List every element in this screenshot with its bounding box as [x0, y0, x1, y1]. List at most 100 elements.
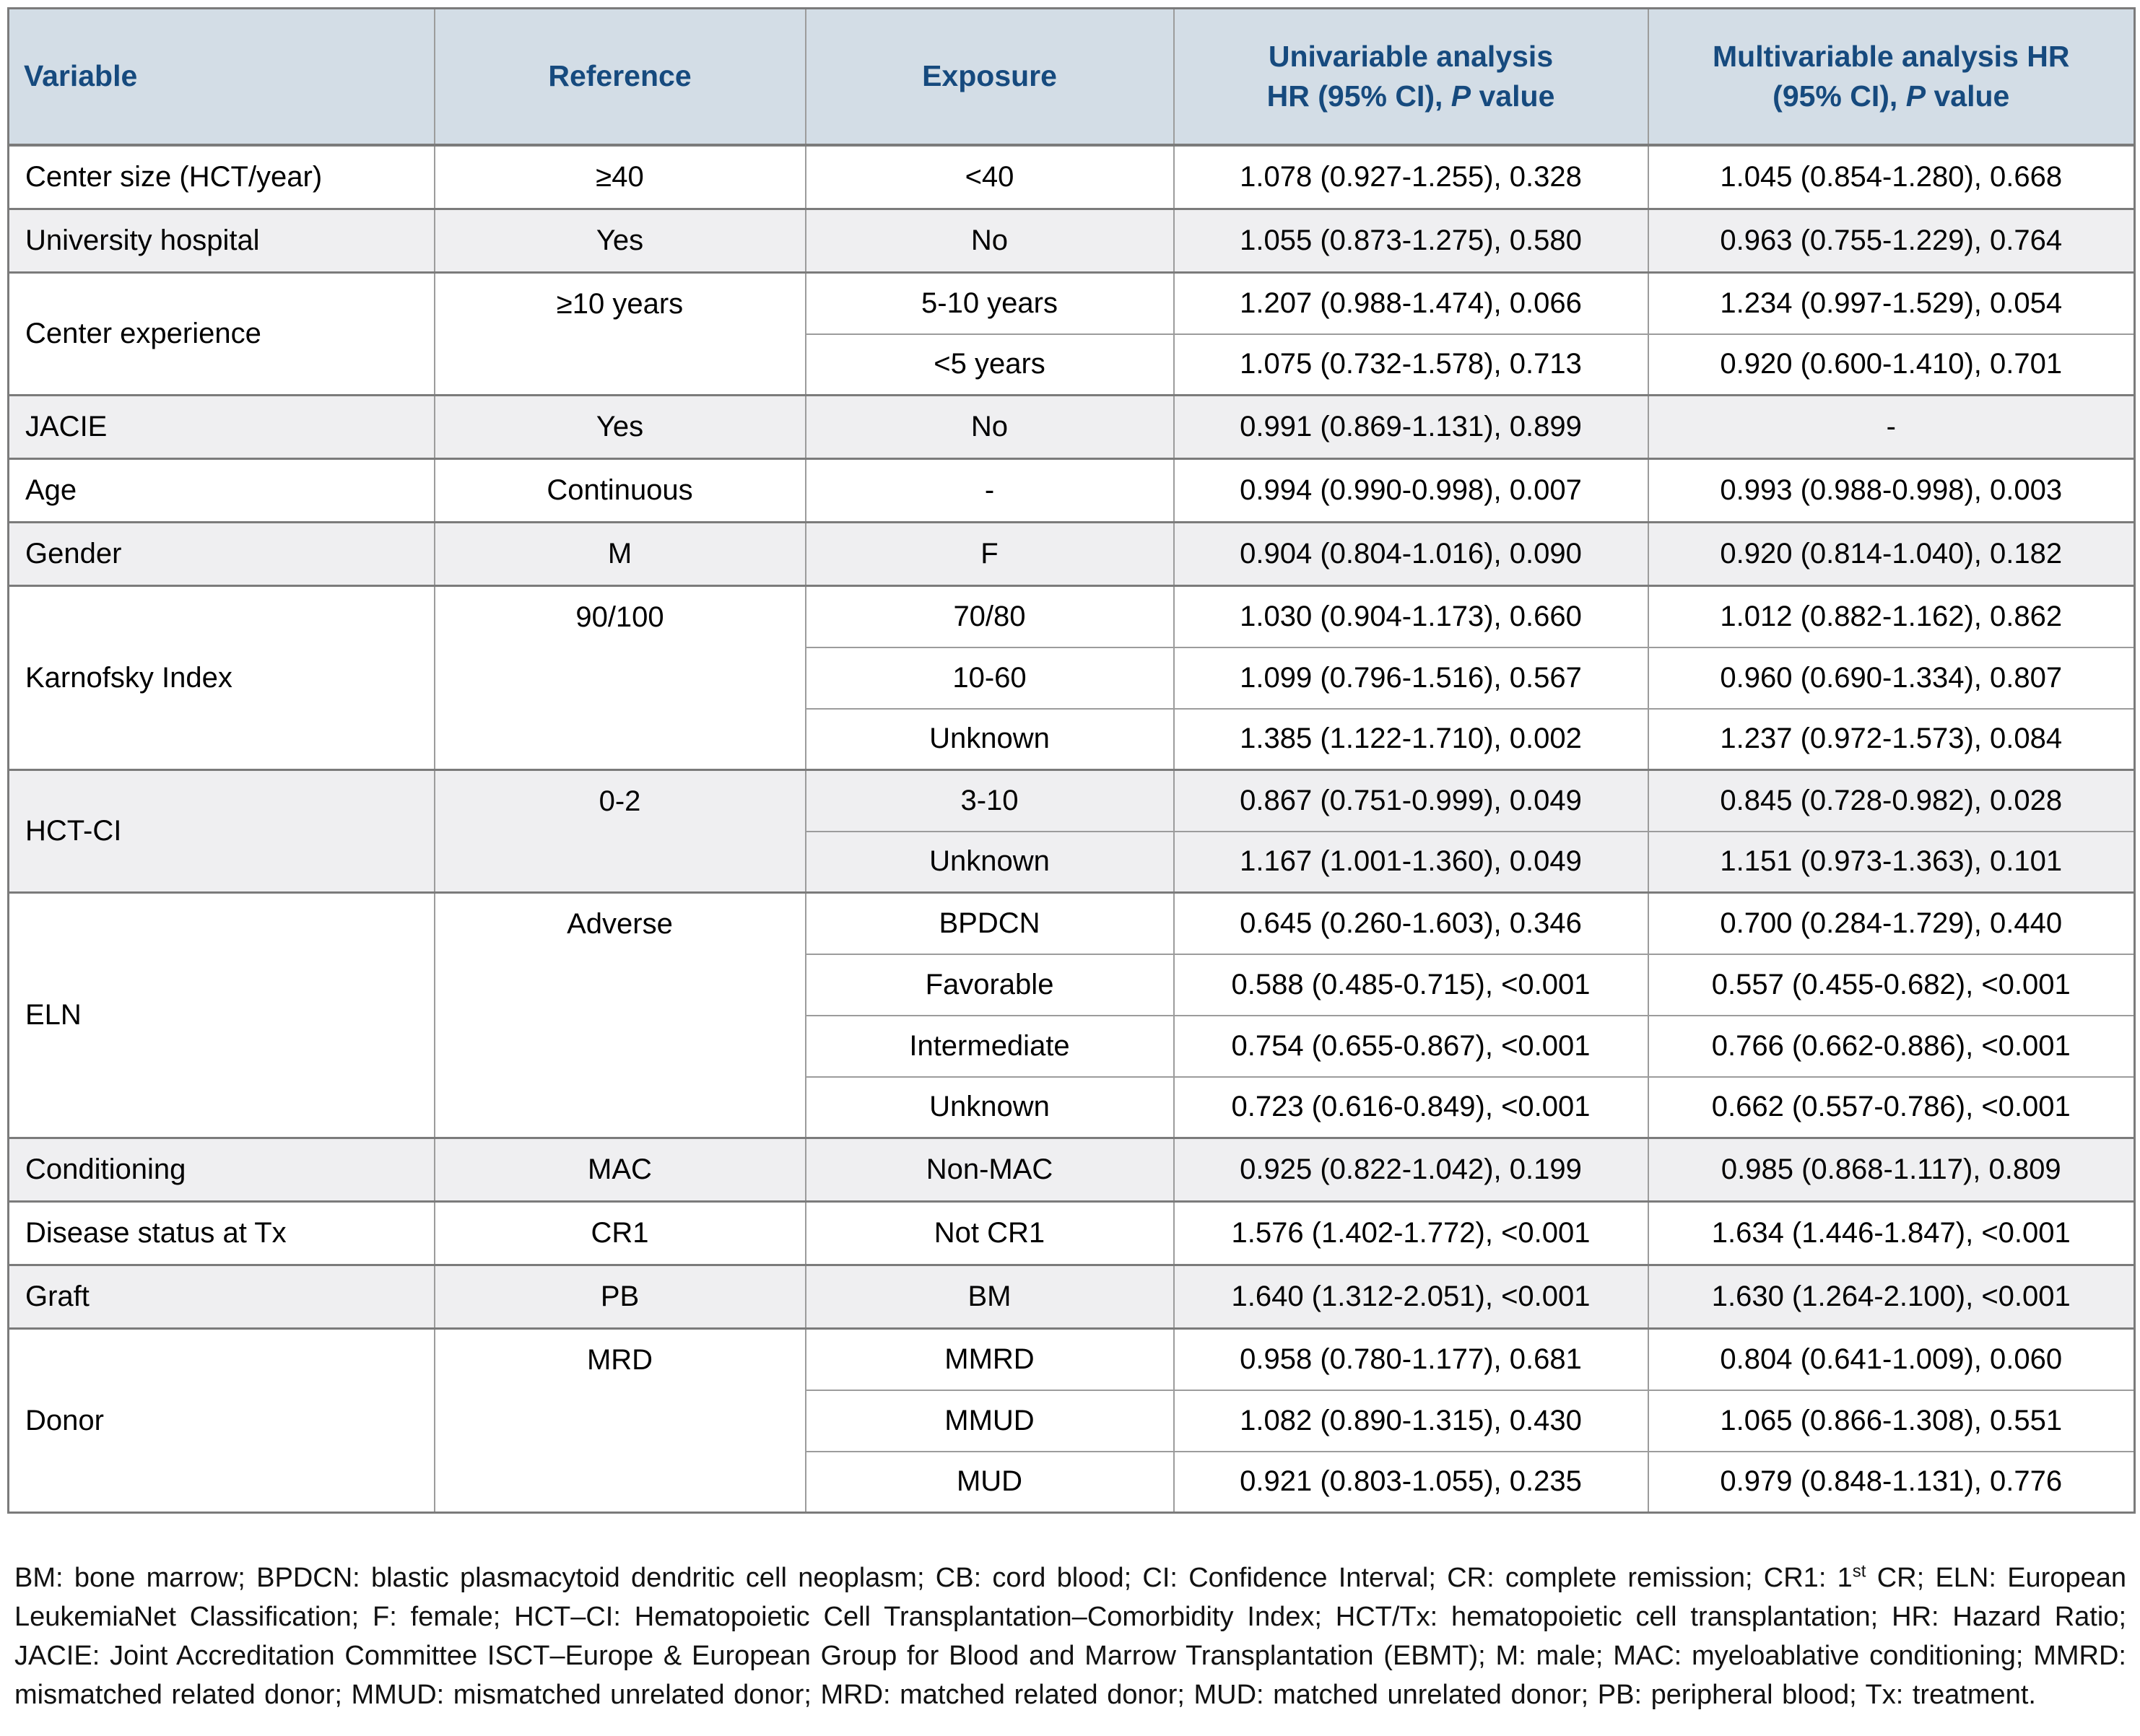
table-row: MUD 0.921 (0.803-1.055), 0.235 0.979 (0.…	[9, 1450, 2136, 1514]
cell-multivariable: 0.662 (0.557-0.786), <0.001	[1647, 1076, 2136, 1139]
cell-multivariable: 1.234 (0.997-1.529), 0.054	[1647, 271, 2136, 335]
cell-reference: MRD	[433, 1327, 806, 1514]
univariable-header-line2: HR (95% CI),	[1266, 79, 1451, 113]
cell-reference: Yes	[433, 394, 806, 460]
col-header-univariable: Univariable analysis HR (95% CI), P valu…	[1173, 7, 1649, 147]
cell-univariable: 1.576 (1.402-1.772), <0.001	[1173, 1200, 1649, 1266]
cell-exposure: -	[804, 458, 1175, 523]
cell-multivariable: 1.634 (1.446-1.847), <0.001	[1647, 1200, 2136, 1266]
cell-reference: PB	[433, 1264, 806, 1330]
cell-exposure: 10-60	[804, 646, 1175, 710]
table-row: Center experience ≥10 years 5-10 years 1…	[7, 271, 2136, 396]
table-header-row: Variable Reference Exposure Univariable …	[7, 7, 2136, 147]
table-row: Donor MRD MMRD 0.958 (0.780-1.177), 0.68…	[7, 1327, 2136, 1514]
col-header-exposure: Exposure	[804, 7, 1175, 147]
cell-variable: Graft	[7, 1264, 435, 1330]
cell-univariable: 1.082 (0.890-1.315), 0.430	[1173, 1389, 1649, 1452]
cell-variable: Conditioning	[7, 1137, 435, 1203]
cell-univariable: 0.904 (0.804-1.016), 0.090	[1173, 521, 1649, 587]
multivariable-header-line1: Multivariable analysis HR	[1713, 39, 2070, 73]
cell-variable: Center size (HCT/year)	[7, 144, 435, 210]
cell-multivariable: 0.985 (0.868-1.117), 0.809	[1647, 1137, 2136, 1203]
multivariable-header-line2-tail: value	[1926, 79, 2010, 113]
cell-reference: MAC	[433, 1137, 806, 1203]
cell-reference: ≥10 years	[433, 271, 806, 396]
table-row: Unknown 1.385 (1.122-1.710), 0.002 1.237…	[9, 707, 2136, 771]
table-row: Gender M F 0.904 (0.804-1.016), 0.090 0.…	[7, 521, 2136, 587]
cell-univariable: 1.030 (0.904-1.173), 0.660	[1173, 585, 1649, 648]
cell-exposure: Non-MAC	[804, 1137, 1175, 1203]
table-row: Unknown 1.167 (1.001-1.360), 0.049 1.151…	[9, 830, 2136, 894]
cell-univariable: 0.723 (0.616-0.849), <0.001	[1173, 1076, 1649, 1139]
cell-multivariable: 1.237 (0.972-1.573), 0.084	[1647, 707, 2136, 771]
table-row: Graft PB BM 1.640 (1.312-2.051), <0.001 …	[7, 1264, 2136, 1330]
cell-exposure: Not CR1	[804, 1200, 1175, 1266]
analysis-table: Variable Reference Exposure Univariable …	[7, 7, 2136, 1514]
cell-variable: Disease status at Tx	[7, 1200, 435, 1266]
table-row: <5 years 1.075 (0.732-1.578), 0.713 0.92…	[9, 333, 2136, 396]
table-row: University hospital Yes No 1.055 (0.873-…	[7, 208, 2136, 274]
cell-exposure: No	[804, 394, 1175, 460]
cell-exposure: Intermediate	[804, 1014, 1175, 1078]
cell-univariable: 1.385 (1.122-1.710), 0.002	[1173, 707, 1649, 771]
multivariable-header-line2: (95% CI),	[1773, 79, 1906, 113]
cell-multivariable: 1.045 (0.854-1.280), 0.668	[1647, 144, 2136, 210]
cell-multivariable: 0.993 (0.988-0.998), 0.003	[1647, 458, 2136, 523]
table-row: Conditioning MAC Non-MAC 0.925 (0.822-1.…	[7, 1137, 2136, 1203]
cell-univariable: 0.754 (0.655-0.867), <0.001	[1173, 1014, 1649, 1078]
cell-exposure: 3-10	[804, 769, 1175, 832]
cell-multivariable: 0.920 (0.814-1.040), 0.182	[1647, 521, 2136, 587]
table-row: ELN Adverse BPDCN 0.645 (0.260-1.603), 0…	[7, 891, 2136, 1139]
cell-exposure: Unknown	[804, 830, 1175, 894]
cell-exposure: <5 years	[804, 333, 1175, 396]
cell-multivariable: 0.557 (0.455-0.682), <0.001	[1647, 953, 2136, 1016]
cell-multivariable: 0.960 (0.690-1.334), 0.807	[1647, 646, 2136, 710]
cell-univariable: 1.078 (0.927-1.255), 0.328	[1173, 144, 1649, 210]
cell-univariable: 0.991 (0.869-1.131), 0.899	[1173, 394, 1649, 460]
cell-reference: CR1	[433, 1200, 806, 1266]
cell-exposure: F	[804, 521, 1175, 587]
cell-reference: Adverse	[433, 891, 806, 1139]
univariable-header-line1: Univariable analysis	[1268, 39, 1554, 73]
cell-reference: 0-2	[433, 769, 806, 894]
cell-univariable: 1.075 (0.732-1.578), 0.713	[1173, 333, 1649, 396]
col-header-variable: Variable	[7, 7, 435, 147]
cell-multivariable: 0.804 (0.641-1.009), 0.060	[1647, 1327, 2136, 1391]
cell-exposure: BPDCN	[804, 891, 1175, 955]
cell-reference: 90/100	[433, 585, 806, 771]
p-italic: P	[1905, 79, 1926, 113]
cell-multivariable: 1.012 (0.882-1.162), 0.862	[1647, 585, 2136, 648]
cell-univariable: 0.958 (0.780-1.177), 0.681	[1173, 1327, 1649, 1391]
footnote-text-part2: CR; ELN: European LeukemiaNet Classifica…	[14, 1563, 2126, 1710]
col-header-multivariable: Multivariable analysis HR (95% CI), P va…	[1647, 7, 2136, 147]
cell-variable: ELN	[7, 891, 435, 1139]
cell-variable: Age	[7, 458, 435, 523]
cell-univariable: 0.925 (0.822-1.042), 0.199	[1173, 1137, 1649, 1203]
table-row: Center size (HCT/year) ≥40 <40 1.078 (0.…	[7, 144, 2136, 210]
cell-variable: JACIE	[7, 394, 435, 460]
cell-reference: M	[433, 521, 806, 587]
cell-univariable: 0.588 (0.485-0.715), <0.001	[1173, 953, 1649, 1016]
cell-multivariable: 0.979 (0.848-1.131), 0.776	[1647, 1450, 2136, 1514]
univariable-header-line2-tail: value	[1471, 79, 1555, 113]
cell-exposure: MUD	[804, 1450, 1175, 1514]
p-italic: P	[1450, 79, 1471, 113]
table-row: Karnofsky Index 90/100 70/80 1.030 (0.90…	[7, 585, 2136, 771]
cell-univariable: 0.867 (0.751-0.999), 0.049	[1173, 769, 1649, 832]
footnote-text-part1: BM: bone marrow; BPDCN: blastic plasmacy…	[14, 1563, 1853, 1593]
cell-exposure: 5-10 years	[804, 271, 1175, 335]
cell-reference: ≥40	[433, 144, 806, 210]
cell-exposure: Unknown	[804, 1076, 1175, 1139]
cell-exposure: <40	[804, 144, 1175, 210]
cell-multivariable: -	[1647, 394, 2136, 460]
cell-multivariable: 1.151 (0.973-1.363), 0.101	[1647, 830, 2136, 894]
table-row: Age Continuous - 0.994 (0.990-0.998), 0.…	[7, 458, 2136, 523]
cell-multivariable: 0.700 (0.284-1.729), 0.440	[1647, 891, 2136, 955]
table-row: MMUD 1.082 (0.890-1.315), 0.430 1.065 (0…	[9, 1389, 2136, 1452]
cell-univariable: 1.640 (1.312-2.051), <0.001	[1173, 1264, 1649, 1330]
cell-univariable: 1.055 (0.873-1.275), 0.580	[1173, 208, 1649, 274]
table-row: HCT-CI 0-2 3-10 0.867 (0.751-0.999), 0.0…	[7, 769, 2136, 894]
cell-variable: Donor	[7, 1327, 435, 1514]
table-row: 10-60 1.099 (0.796-1.516), 0.567 0.960 (…	[9, 646, 2136, 710]
cell-multivariable: 0.845 (0.728-0.982), 0.028	[1647, 769, 2136, 832]
